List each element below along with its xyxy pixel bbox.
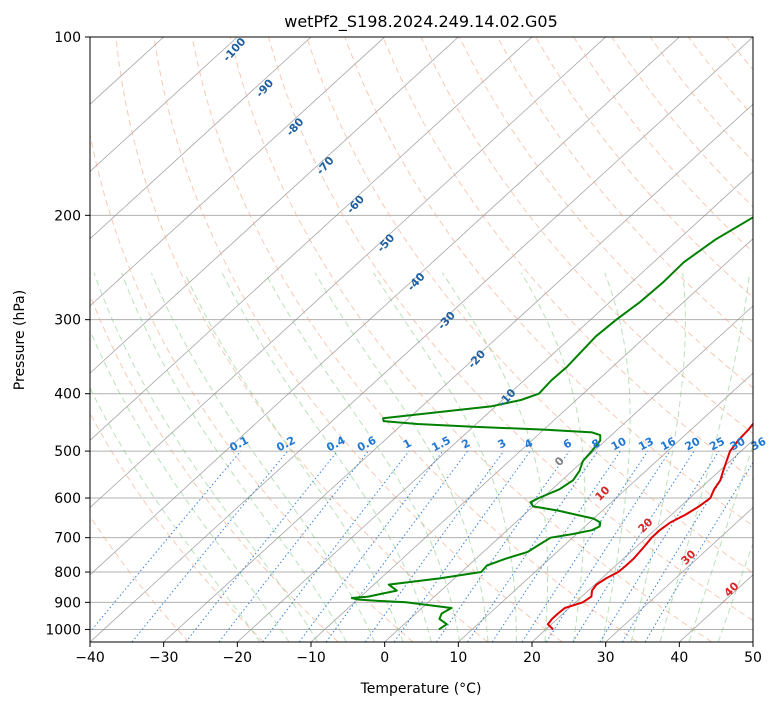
dry-adiabat — [269, 37, 775, 642]
y-tick-label: 400 — [54, 387, 81, 403]
mixing-ratio-line — [622, 451, 739, 642]
mixing-ratio-line — [546, 451, 670, 642]
mixing-ratio-line — [219, 451, 368, 642]
dry-adiabat — [650, 37, 775, 642]
mixing-ratio-line — [365, 451, 503, 642]
moist-adiabat-label: 0 — [552, 454, 567, 469]
mixing-ratio-line — [263, 451, 409, 642]
dry-adiabat — [688, 37, 775, 642]
dry-adiabat — [726, 37, 775, 642]
dry-adiabat-label: -30 — [435, 309, 458, 333]
mixing-ratio-label: 2 — [459, 436, 472, 451]
mixing-ratio-line — [600, 451, 719, 642]
dry-adiabat — [497, 37, 775, 642]
mixing-ratio-label: 3 — [496, 436, 509, 451]
moist-adiabat — [222, 273, 431, 642]
mixing-ratio-label: 6 — [561, 436, 574, 451]
mixing-ratio-line — [492, 451, 620, 642]
chart-title: wetPf2_S198.2024.249.14.02.G05 — [284, 12, 558, 32]
dry-adiabat-label: -100 — [220, 35, 248, 64]
y-tick-label: 300 — [54, 313, 81, 329]
x-tick-label: −10 — [296, 650, 326, 666]
dry-adiabat-label: -60 — [344, 192, 367, 216]
x-tick-label: 40 — [670, 650, 688, 666]
moist-adiabat-label: 10 — [593, 483, 613, 503]
isotherm — [0, 37, 311, 642]
dry-adiabat — [574, 37, 775, 642]
isotherm — [753, 37, 775, 642]
moist-adiabat — [121, 273, 346, 642]
mixing-ratio-line — [82, 451, 241, 642]
moist-adiabat — [69, 273, 290, 642]
isotherm — [0, 37, 458, 642]
y-tick-label: 900 — [54, 595, 81, 611]
x-tick-label: 50 — [744, 650, 762, 666]
moist-adiabat-label: 20 — [636, 515, 656, 535]
dry-adiabat — [612, 37, 775, 642]
moist-adiabat — [151, 273, 374, 642]
dry-adiabat — [421, 37, 775, 642]
dry-adiabat — [345, 37, 775, 642]
moist-adiabat — [442, 273, 547, 642]
isotherm — [16, 37, 679, 642]
isotherm — [90, 37, 753, 642]
x-tick-label: −30 — [149, 650, 179, 666]
x-tick-label: 10 — [449, 650, 467, 666]
mixing-ratio-line — [132, 451, 288, 642]
dewpoint-line — [352, 37, 775, 629]
moist-adiabat-label: 30 — [679, 547, 699, 567]
y-tick-label: 700 — [54, 531, 81, 547]
mixing-ratio-line — [436, 451, 569, 642]
y-tick-label: 1000 — [45, 622, 81, 638]
moist-adiabat — [631, 273, 685, 642]
moist-adiabat — [185, 273, 404, 642]
dry-adiabat-label: -50 — [374, 231, 397, 255]
x-tick-label: 0 — [380, 650, 389, 666]
y-tick-label: 500 — [54, 444, 81, 460]
y-tick-label: 100 — [54, 30, 81, 46]
x-tick-label: 20 — [523, 650, 541, 666]
moist-adiabat — [265, 273, 460, 642]
mixing-ratio-label: 10 — [609, 435, 629, 454]
x-tick-label: 30 — [597, 650, 615, 666]
x-tick-label: −40 — [75, 650, 105, 666]
x-axis-label: Temperature (°C) — [360, 681, 482, 697]
moist-adiabat — [94, 273, 318, 642]
mixing-ratio-label: 1 — [401, 436, 414, 451]
mixing-ratio-line — [468, 451, 598, 642]
dry-adiabat-label: -40 — [405, 270, 428, 294]
dry-adiabat-label: -90 — [253, 76, 276, 100]
mixing-ratio-label: 16 — [658, 435, 678, 454]
dry-adiabat-label: -10 — [496, 386, 519, 410]
dry-adiabat — [765, 37, 775, 642]
mixing-ratio-label: 20 — [683, 435, 703, 454]
mixing-ratio-label: 25 — [707, 435, 727, 454]
y-axis-label: Pressure (hPa) — [12, 290, 28, 390]
dry-adiabat-label: -20 — [465, 347, 488, 371]
mixing-ratio-line — [573, 451, 694, 642]
y-tick-label: 600 — [54, 491, 81, 507]
isotherm — [0, 37, 237, 642]
dry-adiabat — [154, 37, 562, 642]
dry-adiabat-label: -70 — [314, 154, 337, 178]
y-tick-label: 800 — [54, 565, 81, 581]
x-tick-label: −20 — [223, 650, 253, 666]
mixing-ratio-line — [186, 451, 338, 642]
dry-adiabat — [78, 37, 413, 642]
y-tick-label: 200 — [54, 208, 81, 224]
mixing-ratio-line — [299, 451, 443, 642]
